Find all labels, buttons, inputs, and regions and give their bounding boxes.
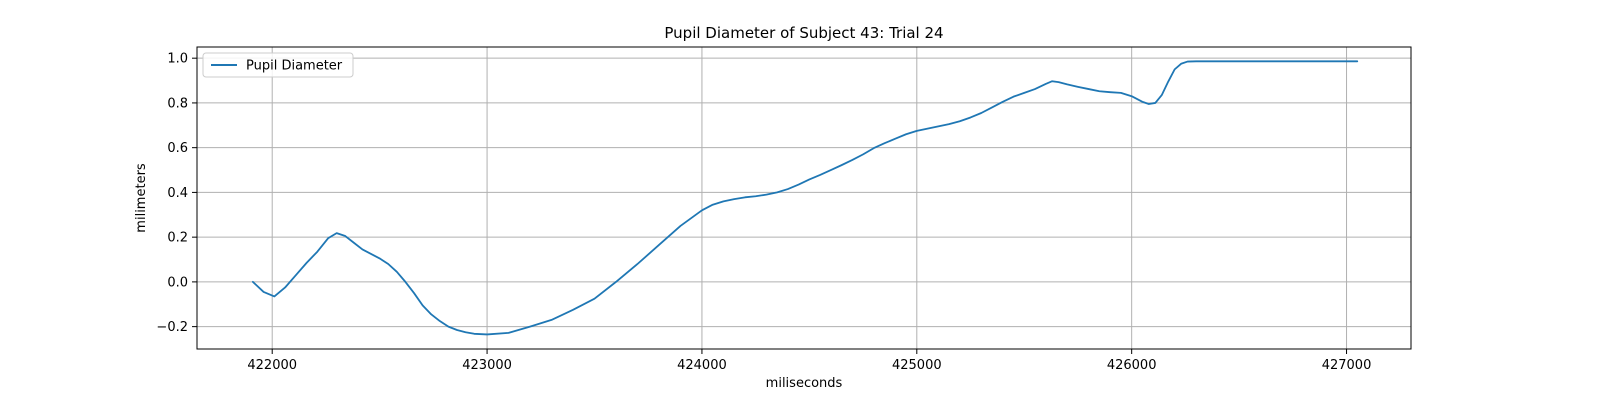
y-tick-label: 0.4 bbox=[167, 186, 188, 201]
x-tick-label: 427000 bbox=[1322, 358, 1372, 373]
x-axis-label: miliseconds bbox=[766, 376, 843, 391]
x-tick-label: 425000 bbox=[892, 358, 942, 373]
legend-entry-pupil-diameter: Pupil Diameter bbox=[246, 59, 343, 74]
series-layer bbox=[251, 60, 1359, 336]
x-tick-label: 424000 bbox=[677, 358, 727, 373]
ticks: 422000 423000 424000 425000 426000 427000 −0.2… bbox=[156, 52, 1371, 373]
y-tick-label: 0.8 bbox=[167, 96, 188, 111]
series-line-pupil-diameter bbox=[251, 60, 1359, 336]
x-tick-label: 422000 bbox=[247, 358, 297, 373]
x-tick-label: 423000 bbox=[462, 358, 512, 373]
y-tick-label: 0.0 bbox=[167, 275, 188, 290]
x-tick-label: 426000 bbox=[1107, 358, 1157, 373]
y-axis-label: milimeters bbox=[134, 163, 149, 233]
plot-frame bbox=[196, 46, 1412, 350]
y-tick-label: −0.2 bbox=[156, 320, 188, 335]
legend: Pupil Diameter bbox=[202, 52, 354, 78]
y-tick-label: 0.2 bbox=[167, 231, 188, 246]
grid bbox=[197, 47, 1411, 349]
y-tick-label: 0.6 bbox=[167, 141, 188, 156]
chart-title: Pupil Diameter of Subject 43: Trial 24 bbox=[664, 24, 943, 42]
legend-box bbox=[202, 52, 354, 78]
y-tick-label: 1.0 bbox=[167, 52, 188, 67]
